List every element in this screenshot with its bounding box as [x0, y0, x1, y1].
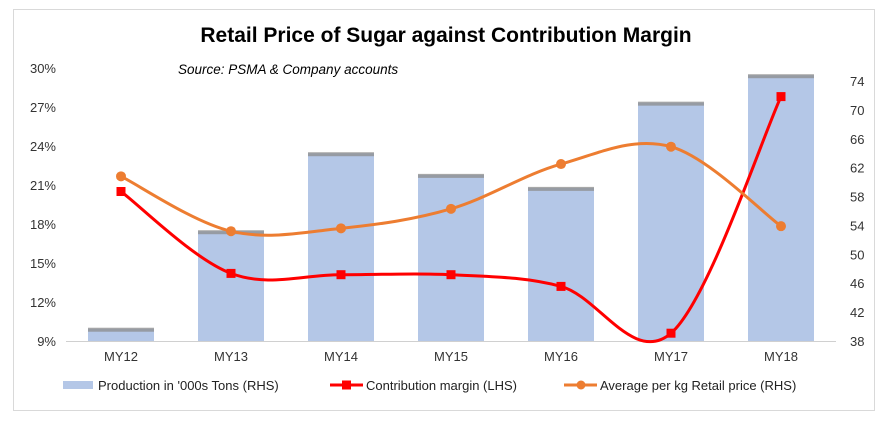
- contribution-margin-point: [336, 270, 346, 280]
- contribution-margin-point: [226, 268, 236, 278]
- left-tick-label: 15%: [30, 256, 56, 271]
- bar: [418, 174, 484, 341]
- right-tick-label: 42: [850, 305, 864, 320]
- legend-marker-contribution-margin: [342, 380, 351, 390]
- x-tick-label: MY17: [654, 349, 688, 364]
- left-tick-label: 12%: [30, 295, 56, 310]
- chart-title: Retail Price of Sugar against Contributi…: [200, 24, 691, 47]
- retail-price-point: [666, 141, 676, 152]
- retail-price-point: [116, 171, 126, 182]
- left-tick-label: 30%: [30, 61, 56, 76]
- right-tick-label: 70: [850, 103, 864, 118]
- contribution-margin-point: [446, 270, 456, 280]
- left-tick-label: 21%: [30, 178, 56, 193]
- bar-top-shadow: [528, 186, 594, 191]
- right-tick-label: 74: [850, 74, 864, 89]
- contribution-margin-point: [776, 92, 786, 102]
- legend-swatch-production: [63, 381, 93, 389]
- x-tick-label: MY15: [434, 349, 468, 364]
- right-tick-label: 38: [850, 334, 864, 349]
- bar: [308, 153, 374, 341]
- legend-label-contribution-margin: Contribution margin (LHS): [366, 378, 517, 393]
- retail-price-point: [776, 221, 786, 232]
- legend-label-retail-price: Average per kg Retail price (RHS): [600, 378, 796, 393]
- bar: [528, 187, 594, 341]
- x-tick-label: MY18: [764, 349, 798, 364]
- legend: Production in '000s Tons (RHS) Contributi…: [63, 378, 796, 393]
- right-axis: 38 42 46 50 54 58 62 66 70 74: [850, 74, 864, 349]
- retail-price-point: [446, 203, 456, 214]
- lines-layer: [116, 92, 786, 343]
- x-tick-label: MY13: [214, 349, 248, 364]
- left-tick-label: 18%: [30, 217, 56, 232]
- x-axis: MY12 MY13 MY14 MY15 MY16 MY17 MY18: [104, 349, 798, 364]
- right-tick-label: 54: [850, 218, 864, 233]
- right-tick-label: 46: [850, 276, 864, 291]
- bar: [638, 102, 704, 342]
- bar-top-shadow: [308, 152, 374, 157]
- chart-subtitle: Source: PSMA & Company accounts: [178, 62, 398, 77]
- bar: [88, 328, 154, 341]
- bars-layer: [88, 74, 814, 342]
- contribution-margin-point: [116, 187, 126, 196]
- retail-price-point: [556, 159, 566, 170]
- bar-top-shadow: [748, 74, 814, 79]
- retail-price-point: [336, 223, 346, 234]
- right-tick-label: 58: [850, 190, 864, 205]
- legend-marker-retail-price: [576, 380, 586, 390]
- left-tick-label: 9%: [37, 334, 56, 349]
- x-tick-label: MY14: [324, 349, 358, 364]
- bar-top-shadow: [88, 327, 154, 332]
- right-tick-label: 50: [850, 247, 864, 262]
- legend-label-production: Production in '000s Tons (RHS): [98, 378, 279, 393]
- bar-top-shadow: [418, 173, 484, 178]
- contribution-margin-point: [556, 281, 566, 291]
- left-tick-label: 27%: [30, 100, 56, 115]
- contribution-margin-point: [666, 328, 676, 338]
- left-axis: 9% 12% 15% 18% 21% 24% 27% 30%: [30, 61, 56, 349]
- right-tick-label: 66: [850, 132, 864, 147]
- x-tick-label: MY16: [544, 349, 578, 364]
- right-tick-label: 62: [850, 161, 864, 176]
- x-tick-label: MY12: [104, 349, 138, 364]
- left-tick-label: 24%: [30, 139, 56, 154]
- retail-price-point: [226, 226, 236, 237]
- bar-top-shadow: [638, 101, 704, 106]
- bar: [198, 231, 264, 341]
